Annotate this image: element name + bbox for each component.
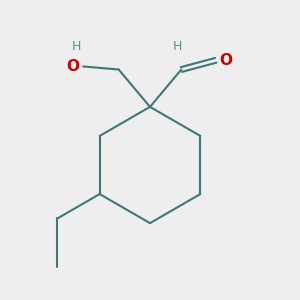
Text: O: O — [220, 53, 233, 68]
Text: H: H — [71, 40, 81, 53]
Text: H: H — [173, 40, 182, 53]
Text: O: O — [66, 59, 79, 74]
